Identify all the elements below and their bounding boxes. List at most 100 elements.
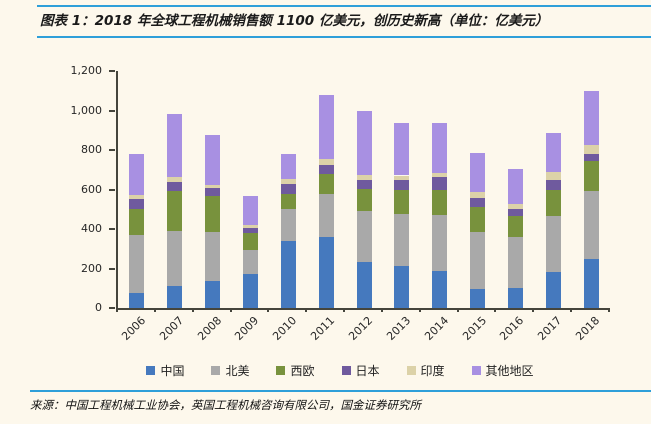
bar-segment-北美 xyxy=(280,209,296,242)
y-tick-label: 200 xyxy=(81,261,102,275)
x-tick-label: 2007 xyxy=(156,314,186,343)
bar-segment-日本 xyxy=(129,199,145,210)
bar-segment-中国 xyxy=(507,288,523,308)
bar-segment-北美 xyxy=(394,213,410,267)
x-tick-label: 2013 xyxy=(384,314,414,343)
bar-segment-日本 xyxy=(205,187,221,197)
y-tick-mark xyxy=(109,188,115,191)
bar-segment-西欧 xyxy=(242,232,258,251)
bar-segment-印度 xyxy=(583,145,599,154)
bar-segment-日本 xyxy=(167,181,183,192)
y-tick-label: 0 xyxy=(95,301,102,314)
bar-segment-其他地区 xyxy=(318,95,334,159)
legend-label: 中国 xyxy=(160,364,185,378)
y-tick-label: 600 xyxy=(81,182,102,196)
x-tick-label: 2009 xyxy=(232,314,262,343)
x-tick-label: 2014 xyxy=(421,314,451,343)
bar-segment-其他地区 xyxy=(167,114,183,178)
bar-segment-西欧 xyxy=(205,196,221,233)
bar-segment-北美 xyxy=(432,215,448,272)
bar-segment-印度 xyxy=(470,192,486,198)
legend-item-北美: 北美 xyxy=(211,362,249,379)
bar-segment-北美 xyxy=(583,191,599,259)
x-tick-mark xyxy=(608,308,610,312)
bar-segment-北美 xyxy=(507,236,523,289)
bar-segment-印度 xyxy=(205,185,221,188)
bar-segment-其他地区 xyxy=(583,90,599,146)
bar-segment-其他地区 xyxy=(205,135,221,186)
bar-segment-印度 xyxy=(242,225,258,228)
bar-segment-中国 xyxy=(356,261,372,308)
x-tick-mark xyxy=(570,308,573,312)
legend-swatch xyxy=(471,366,481,375)
legend-label: 其他地区 xyxy=(485,364,534,378)
x-tick-mark xyxy=(191,308,194,312)
figure-title: 图表 1：2018 年全球工程机械销售额 1100 亿美元，创历史新高（单位：亿… xyxy=(37,5,651,38)
legend-item-日本: 日本 xyxy=(341,362,380,379)
x-tick-label: 2018 xyxy=(573,314,603,343)
bar-segment-日本 xyxy=(545,180,561,191)
x-tick-mark xyxy=(267,308,270,312)
bar-segment-北美 xyxy=(318,194,334,237)
legend-item-其他地区: 其他地区 xyxy=(471,362,534,379)
legend-label: 日本 xyxy=(355,364,380,378)
bar-segment-印度 xyxy=(356,174,372,180)
bar-segment-日本 xyxy=(394,180,410,190)
source-divider xyxy=(30,390,651,392)
bar-segment-其他地区 xyxy=(280,154,296,180)
x-tick-label: 2010 xyxy=(270,314,300,343)
bar-segment-日本 xyxy=(583,153,599,162)
bar-segment-中国 xyxy=(583,258,599,308)
bar-segment-其他地区 xyxy=(432,122,448,173)
y-tick-mark xyxy=(109,109,115,112)
bar-segment-日本 xyxy=(280,183,296,194)
bar-segment-西欧 xyxy=(280,193,296,210)
bar-segment-西欧 xyxy=(394,189,410,214)
bar-segment-其他地区 xyxy=(356,110,372,175)
bar-segment-印度 xyxy=(545,171,561,181)
bar-segment-日本 xyxy=(242,227,258,233)
x-tick-mark xyxy=(380,308,383,312)
bar-segment-北美 xyxy=(167,230,183,286)
bar-segment-其他地区 xyxy=(545,133,561,172)
legend-item-中国: 中国 xyxy=(146,362,184,379)
x-tick-label: 2012 xyxy=(346,314,376,343)
x-tick-label: 2008 xyxy=(194,314,224,343)
bar-segment-印度 xyxy=(129,195,145,200)
bar-segment-中国 xyxy=(394,266,410,308)
plot-area xyxy=(116,71,610,310)
bar-segment-印度 xyxy=(507,203,523,209)
bar-segment-印度 xyxy=(432,172,448,177)
legend-label: 印度 xyxy=(420,364,445,378)
bar-segment-北美 xyxy=(470,231,486,290)
source-text: 来源：中国工程机械工业协会，英国工程机械咨询有限公司，国金证券研究所 xyxy=(30,398,421,412)
bar-segment-其他地区 xyxy=(242,196,258,226)
x-tick-label: 2011 xyxy=(308,314,338,343)
x-tick-label: 2015 xyxy=(459,314,489,343)
y-tick-mark xyxy=(109,70,115,72)
bar-segment-西欧 xyxy=(129,209,145,235)
x-tick-mark xyxy=(116,308,118,312)
y-tick-mark xyxy=(109,149,115,151)
bar-segment-西欧 xyxy=(432,189,448,216)
x-tick-mark xyxy=(494,308,497,312)
x-tick-mark xyxy=(229,308,232,312)
legend-swatch xyxy=(211,366,221,375)
x-tick-mark xyxy=(456,308,459,312)
x-tick-label: 2006 xyxy=(119,314,149,343)
y-tick-label: 1,200 xyxy=(70,64,103,77)
bar-segment-西欧 xyxy=(356,188,372,211)
bar-segment-中国 xyxy=(470,289,486,308)
legend-item-印度: 印度 xyxy=(406,362,445,379)
bar-segment-中国 xyxy=(167,285,183,308)
y-tick-mark xyxy=(109,228,115,230)
bar-segment-北美 xyxy=(545,215,561,272)
bar-segment-西欧 xyxy=(470,206,486,232)
bar-segment-西欧 xyxy=(507,216,523,237)
x-tick-mark xyxy=(532,308,535,312)
bar-segment-北美 xyxy=(242,250,258,274)
y-tick-label: 800 xyxy=(81,143,102,156)
legend-swatch xyxy=(406,366,416,375)
bar-segment-印度 xyxy=(167,177,183,182)
bar-segment-中国 xyxy=(205,280,221,308)
